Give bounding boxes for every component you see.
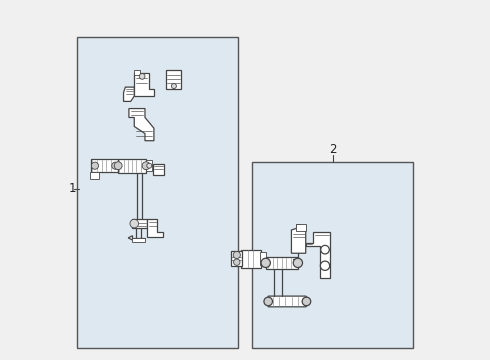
- Polygon shape: [123, 87, 134, 102]
- Bar: [118, 158, 146, 173]
- Circle shape: [233, 251, 241, 258]
- Bar: [134, 70, 140, 75]
- Circle shape: [92, 162, 98, 169]
- Circle shape: [114, 162, 122, 170]
- Circle shape: [261, 258, 270, 267]
- Bar: [260, 252, 266, 265]
- Bar: [252, 162, 413, 348]
- Circle shape: [139, 73, 145, 79]
- Bar: [132, 219, 147, 228]
- Polygon shape: [129, 109, 154, 141]
- Text: 2: 2: [329, 143, 336, 156]
- Polygon shape: [147, 219, 163, 237]
- Bar: [153, 164, 164, 175]
- Polygon shape: [134, 73, 154, 96]
- Polygon shape: [306, 232, 330, 278]
- Bar: [296, 224, 306, 231]
- Bar: [266, 257, 298, 269]
- Circle shape: [130, 219, 139, 228]
- Bar: [242, 249, 261, 267]
- Circle shape: [142, 162, 150, 170]
- Circle shape: [320, 261, 330, 270]
- Bar: [77, 37, 238, 348]
- Circle shape: [172, 84, 176, 89]
- Polygon shape: [292, 225, 306, 253]
- Bar: [132, 238, 145, 242]
- Bar: [90, 172, 98, 179]
- Polygon shape: [128, 236, 132, 240]
- Circle shape: [293, 258, 302, 267]
- Polygon shape: [268, 296, 309, 307]
- Bar: [167, 70, 181, 89]
- Circle shape: [147, 163, 152, 168]
- Circle shape: [321, 246, 329, 254]
- Bar: [92, 159, 118, 172]
- Circle shape: [234, 259, 240, 265]
- Bar: [146, 160, 152, 171]
- Bar: [231, 251, 242, 266]
- Text: 1: 1: [68, 183, 75, 195]
- Circle shape: [112, 162, 119, 169]
- Circle shape: [264, 297, 272, 306]
- Circle shape: [302, 297, 311, 306]
